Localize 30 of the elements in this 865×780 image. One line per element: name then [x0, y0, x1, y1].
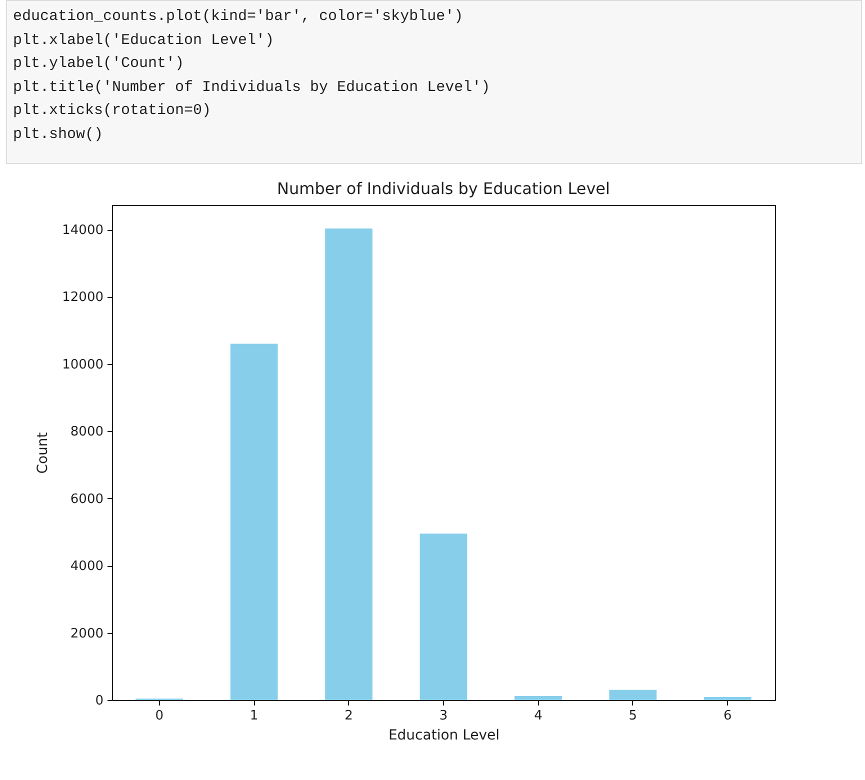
- y-tick-label: 14000: [62, 223, 104, 238]
- text: plt.ylabel('Count'): [13, 54, 186, 74]
- x-tick-label: 3: [439, 708, 448, 724]
- y-axis-title: Count: [35, 432, 52, 474]
- x-tick-label: 5: [628, 708, 638, 724]
- x-tick-label: 2: [344, 708, 353, 724]
- text: plt.title('Number of Individuals by Education Level'): [13, 78, 492, 98]
- text: plt.xlabel('Education Level'): [13, 30, 276, 50]
- bar: [704, 696, 752, 700]
- bar: [514, 696, 562, 700]
- x-tick-label: 6: [724, 708, 732, 724]
- text: education_counts.plot(kind='bar', color='skyblue'): [13, 7, 464, 27]
- x-tick-label: 0: [155, 708, 164, 724]
- bar: [420, 534, 468, 700]
- bar: [325, 228, 372, 700]
- text: plt.show(): [13, 124, 104, 144]
- text: plt.xticks(rotation=0): [13, 101, 212, 121]
- x-tick-label: 1: [250, 708, 258, 724]
- y-tick-label: 12000: [62, 290, 104, 306]
- y-tick-label: 4000: [70, 559, 104, 574]
- y-tick-label: 6000: [70, 492, 104, 507]
- y-tick-label: 0: [95, 694, 104, 708]
- x-tick-label: 4: [534, 708, 542, 724]
- y-tick-label: 10000: [62, 357, 104, 372]
- y-tick-label: 2000: [70, 626, 104, 642]
- y-tick-label: 8000: [70, 424, 104, 440]
- x-axis-title: Education Level: [388, 728, 500, 744]
- chart-title: Number of Individuals by Education Level: [277, 179, 610, 198]
- bar: [230, 344, 278, 700]
- bar: [609, 690, 657, 700]
